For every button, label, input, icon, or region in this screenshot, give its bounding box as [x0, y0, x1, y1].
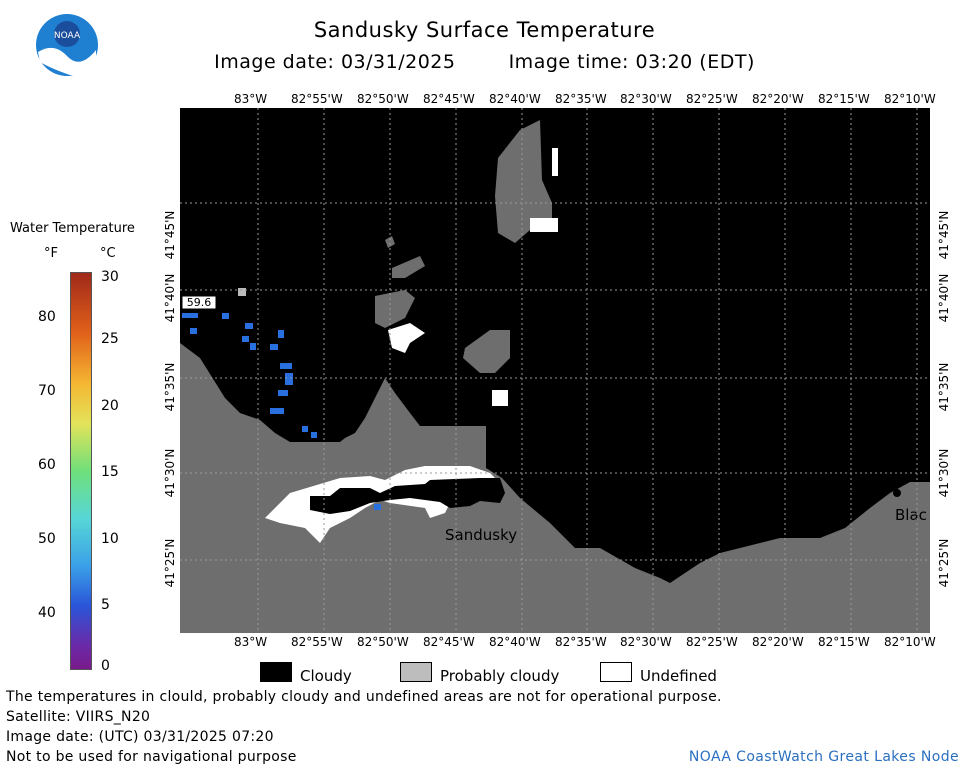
lon-label: 82°30'W	[620, 92, 672, 106]
footer-disclaimer: The temperatures in clould, probably clo…	[6, 689, 722, 705]
c-tick: 10	[101, 531, 119, 547]
logo-text: NOAA	[54, 31, 81, 41]
lat-labels-right: 41°45'N 41°40'N 41°35'N 41°30'N 41°25'N	[937, 211, 951, 588]
image-date-time: Image date: 03/31/2025 Image time: 03:20…	[0, 51, 969, 73]
lon-labels-top: 83°W 82°55'W 82°50'W 82°45'W 82°40'W 82°…	[0, 92, 969, 108]
lon-label: 82°50'W	[357, 635, 409, 649]
lon-label: 82°30'W	[620, 635, 672, 649]
lon-label: 83°W	[234, 92, 268, 106]
f-tick: 50	[38, 531, 56, 547]
probably-cloudy-patch	[463, 330, 510, 373]
lat-label: 41°40'N	[163, 274, 177, 323]
lon-label: 82°35'W	[555, 635, 607, 649]
c-tick: 15	[101, 464, 119, 480]
image-date: Image date: 03/31/2025	[214, 51, 456, 73]
graticule	[180, 108, 930, 633]
lat-label: 41°30'N	[163, 449, 177, 498]
legend-swatch-cloudy	[260, 662, 292, 682]
legend-label-probably-cloudy: Probably cloudy	[440, 667, 560, 685]
place-marker	[893, 489, 901, 497]
footer-utc-date: Image date: (UTC) 03/31/2025 07:20	[6, 729, 274, 745]
place-label-blac: Blac	[895, 506, 927, 524]
lon-label: 82°45'W	[423, 635, 475, 649]
lon-label: 82°45'W	[423, 92, 475, 106]
lat-label: 41°35'N	[163, 363, 177, 412]
f-tick: 80	[38, 309, 56, 325]
c-tick: 0	[101, 658, 110, 674]
undefined-patch	[530, 218, 558, 232]
place-label-sandusky: Sandusky	[445, 526, 517, 544]
lon-label: 82°15'W	[818, 92, 870, 106]
footer-satellite: Satellite: VIIRS_N20	[6, 709, 151, 725]
probably-cloudy-patch	[238, 288, 246, 296]
f-tick: 60	[38, 457, 56, 473]
lat-label: 41°45'N	[937, 211, 951, 260]
lon-label: 82°40'W	[489, 92, 541, 106]
lat-labels-left: 41°45'N 41°40'N 41°35'N 41°30'N 41°25'N	[163, 211, 177, 588]
f-tick: 40	[38, 605, 56, 621]
footer-navigation-warning: Not to be used for navigational purpose	[6, 749, 297, 765]
lon-label: 82°15'W	[818, 635, 870, 649]
land-area	[180, 343, 930, 633]
legend-swatch-undefined	[600, 662, 632, 682]
lat-label: 41°30'N	[937, 449, 951, 498]
lon-label: 83°W	[234, 635, 268, 649]
lon-label: 82°40'W	[489, 635, 541, 649]
image-time: Image time: 03:20 (EDT)	[508, 51, 755, 73]
c-tick: 30	[101, 269, 119, 285]
lon-label: 82°20'W	[752, 635, 804, 649]
lon-label: 82°10'W	[884, 92, 936, 106]
lon-label: 82°55'W	[291, 635, 343, 649]
temp-value-box	[181, 295, 217, 310]
c-tick: 20	[101, 398, 119, 414]
lon-label: 82°25'W	[686, 635, 738, 649]
colorbar-unit-f: °F	[44, 246, 58, 261]
lat-label: 41°25'N	[937, 539, 951, 588]
undefined-patch	[492, 390, 508, 406]
legend-label-undefined: Undefined	[640, 667, 717, 685]
legend-label-cloudy: Cloudy	[300, 667, 352, 685]
probably-cloudy-patch	[392, 256, 425, 278]
f-tick: 70	[38, 383, 56, 399]
c-tick: 25	[101, 331, 119, 347]
legend-swatch-probably-cloudy	[400, 662, 432, 682]
lat-label: 41°25'N	[163, 539, 177, 588]
lat-label: 41°45'N	[163, 211, 177, 260]
lon-labels-bottom: 83°W 82°55'W 82°50'W 82°45'W 82°40'W 82°…	[0, 635, 969, 651]
probably-cloudy-patch	[385, 236, 395, 248]
probably-cloudy-patch	[375, 290, 415, 328]
lon-label: 82°20'W	[752, 92, 804, 106]
lon-label: 82°55'W	[291, 92, 343, 106]
temp-value-label: 59.6	[187, 296, 212, 309]
lon-label: 82°35'W	[555, 92, 607, 106]
c-tick: 5	[101, 597, 110, 613]
noaa-logo: NOAA	[36, 14, 98, 76]
temperature-map: 59.6 Sandusky Blac	[180, 108, 930, 633]
probably-cloudy-patch	[495, 120, 552, 243]
temperature-pixels	[182, 313, 381, 510]
colorbar-title: Water Temperature	[10, 221, 135, 236]
colorbar-unit-c: °C	[100, 246, 116, 261]
lon-label: 82°50'W	[357, 92, 409, 106]
page-title: Sandusky Surface Temperature	[313, 18, 656, 42]
undefined-patch	[388, 323, 425, 353]
lon-label: 82°25'W	[686, 92, 738, 106]
colorbar	[70, 272, 92, 670]
lat-label: 41°35'N	[937, 363, 951, 412]
footer-credit: NOAA CoastWatch Great Lakes Node	[688, 749, 959, 765]
lon-label: 82°10'W	[884, 635, 936, 649]
lat-label: 41°40'N	[937, 274, 951, 323]
undefined-patch	[552, 148, 558, 176]
